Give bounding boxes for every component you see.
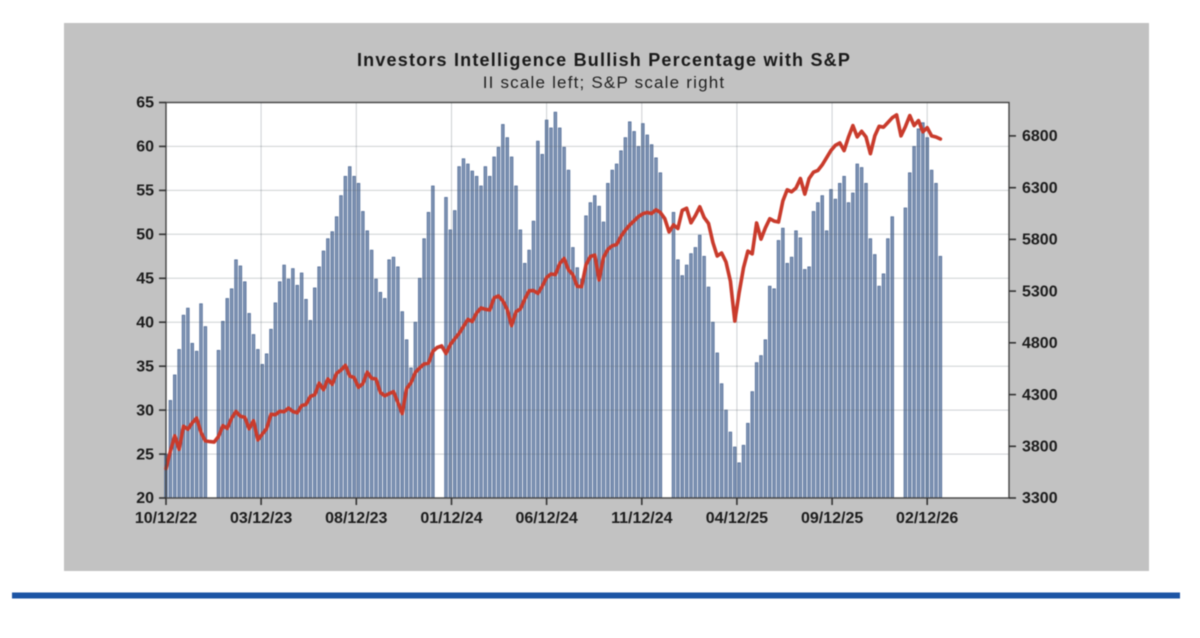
svg-text:01/12/24: 01/12/24 (420, 510, 482, 527)
svg-text:3800: 3800 (1022, 439, 1058, 456)
svg-text:55: 55 (136, 183, 154, 200)
svg-text:35: 35 (136, 358, 154, 375)
svg-text:20: 20 (136, 490, 154, 507)
svg-text:30: 30 (136, 402, 154, 419)
svg-text:25: 25 (136, 446, 154, 463)
svg-text:3300: 3300 (1022, 490, 1058, 507)
svg-text:6300: 6300 (1022, 180, 1058, 197)
svg-text:60: 60 (136, 139, 154, 156)
svg-text:6800: 6800 (1022, 128, 1058, 145)
svg-text:4800: 4800 (1022, 335, 1058, 352)
svg-text:65: 65 (136, 95, 154, 112)
svg-text:11/12/24: 11/12/24 (611, 510, 673, 527)
svg-text:4300: 4300 (1022, 387, 1058, 404)
svg-text:5300: 5300 (1022, 283, 1058, 300)
svg-text:40: 40 (136, 314, 154, 331)
svg-text:03/12/23: 03/12/23 (230, 510, 292, 527)
svg-text:II scale left; S&P scale right: II scale left; S&P scale right (483, 73, 726, 92)
svg-text:45: 45 (136, 271, 154, 288)
svg-text:08/12/23: 08/12/23 (325, 510, 387, 527)
svg-text:5800: 5800 (1022, 232, 1058, 249)
svg-text:Investors Intelligence Bullish: Investors Intelligence Bullish Percentag… (357, 50, 851, 70)
svg-text:50: 50 (136, 227, 154, 244)
svg-text:06/12/24: 06/12/24 (515, 510, 577, 527)
svg-text:09/12/25: 09/12/25 (801, 510, 863, 527)
svg-text:02/12/26: 02/12/26 (896, 510, 958, 527)
svg-text:04/12/25: 04/12/25 (706, 510, 768, 527)
svg-text:10/12/22: 10/12/22 (135, 510, 197, 527)
